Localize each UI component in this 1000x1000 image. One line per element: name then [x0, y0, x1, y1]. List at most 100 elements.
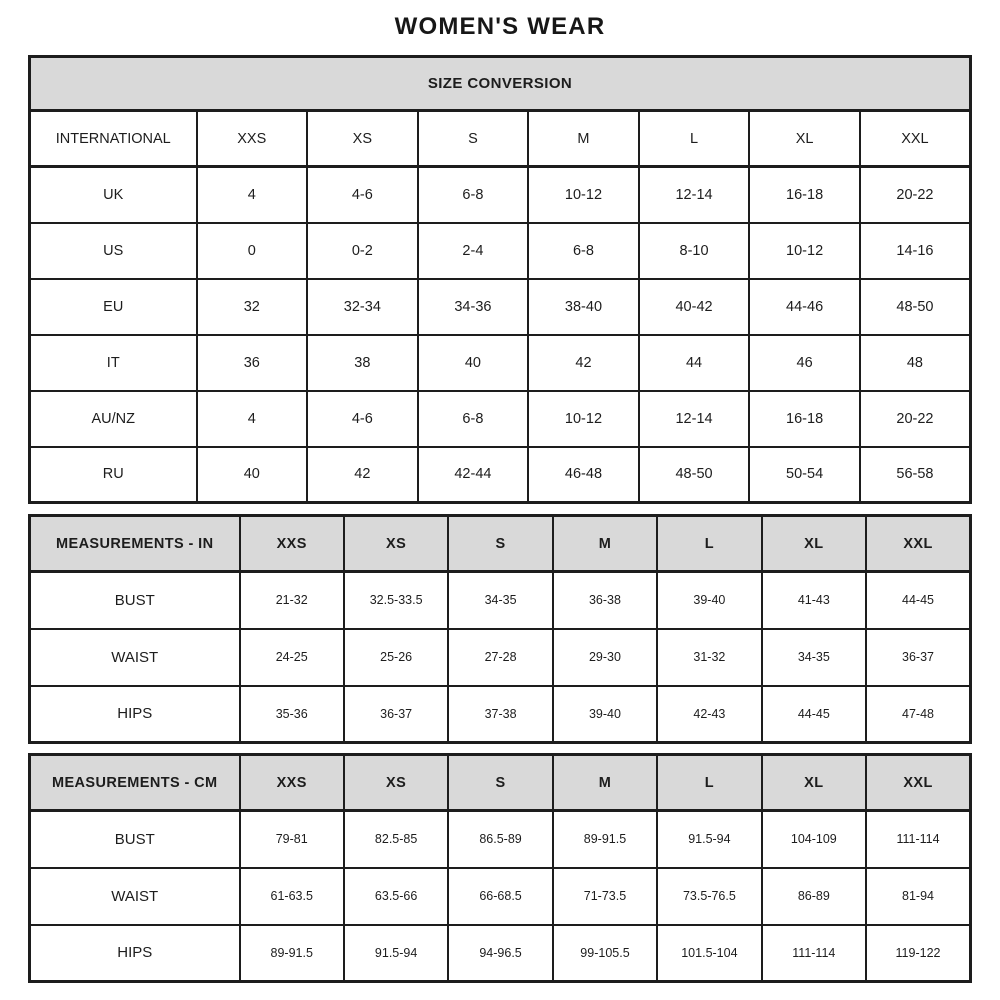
- measurement-value: 104-109: [760, 809, 868, 869]
- size-value: 10-12: [748, 221, 861, 280]
- measurement-value: 35-36: [238, 684, 345, 744]
- table-row-it: IT 36 38 40 42 44 46 48: [28, 333, 972, 392]
- measurement-value: 36-37: [865, 627, 972, 687]
- measurement-value: 32.5-33.5: [342, 570, 450, 630]
- row-label: IT: [28, 333, 198, 392]
- row-label: UK: [28, 165, 198, 224]
- measurement-value: 31-32: [656, 627, 763, 687]
- size-value: 48-50: [858, 277, 972, 336]
- measurements-in-table: MEASUREMENTS - IN XXS XS S M L XL XXL BU…: [28, 514, 972, 744]
- col-header-xxs: XXS: [195, 109, 309, 168]
- row-label: US: [28, 221, 198, 280]
- size-value: 44: [637, 333, 751, 392]
- measurement-value: 119-122: [865, 923, 972, 983]
- size-value: 12-14: [637, 165, 751, 224]
- table-row-eu: EU 32 32-34 34-36 38-40 40-42 44-46 48-5…: [28, 277, 972, 336]
- col-header-s: S: [416, 109, 530, 168]
- row-label: INTERNATIONAL: [28, 109, 198, 168]
- measurement-value: 101.5-104: [656, 923, 763, 983]
- col-header-xxl: XXL: [858, 109, 972, 168]
- measurement-value: 79-81: [238, 809, 345, 869]
- row-label: AU/NZ: [28, 389, 198, 448]
- size-value: 42: [306, 445, 419, 504]
- measurement-value: 91.5-94: [342, 923, 450, 983]
- size-value: 56-58: [858, 445, 972, 504]
- row-label: WAIST: [28, 627, 241, 687]
- size-value: 38: [306, 333, 419, 392]
- measurement-value: 25-26: [342, 627, 450, 687]
- measurement-value: 86-89: [760, 866, 868, 926]
- size-conversion-header-row: SIZE CONVERSION: [28, 55, 972, 112]
- col-header-l: L: [637, 109, 751, 168]
- size-value: 40: [195, 445, 309, 504]
- row-label: HIPS: [28, 923, 241, 983]
- measurement-value: 39-40: [656, 570, 763, 630]
- size-value: 40-42: [637, 277, 751, 336]
- measurement-value: 94-96.5: [447, 923, 554, 983]
- page-title: WOMEN'S WEAR: [394, 13, 606, 40]
- size-value: 0: [195, 221, 309, 280]
- size-value: 14-16: [858, 221, 972, 280]
- measurement-value: 44-45: [760, 684, 868, 744]
- size-value: 42: [527, 333, 640, 392]
- table-row-uk: UK 4 4-6 6-8 10-12 12-14 16-18 20-22: [28, 165, 972, 224]
- col-header-s: S: [447, 753, 554, 812]
- measurements-cm-title: MEASUREMENTS - CM: [28, 753, 241, 812]
- measurement-value: 111-114: [865, 809, 972, 869]
- size-value: 16-18: [748, 165, 861, 224]
- size-value: 40: [416, 333, 530, 392]
- table-row-aunz: AU/NZ 4 4-6 6-8 10-12 12-14 16-18 20-22: [28, 389, 972, 448]
- measurement-value: 99-105.5: [551, 923, 659, 983]
- size-value: 4: [195, 389, 309, 448]
- size-value: 6-8: [527, 221, 640, 280]
- size-value: 0-2: [306, 221, 419, 280]
- size-value: 2-4: [416, 221, 530, 280]
- measurements-cm-header-row: MEASUREMENTS - CM XXS XS S M L XL XXL: [28, 753, 972, 812]
- col-header-l: L: [656, 514, 763, 573]
- measurement-value: 34-35: [760, 627, 868, 687]
- row-label: HIPS: [28, 684, 241, 744]
- measurement-value: 63.5-66: [342, 866, 450, 926]
- measurement-value: 71-73.5: [551, 866, 659, 926]
- measurement-value: 91.5-94: [656, 809, 763, 869]
- size-value: 36: [195, 333, 309, 392]
- measurement-value: 27-28: [447, 627, 554, 687]
- measurement-value: 29-30: [551, 627, 659, 687]
- size-value: 42-44: [416, 445, 530, 504]
- row-label: BUST: [28, 570, 241, 630]
- size-value: 16-18: [748, 389, 861, 448]
- measurement-value: 44-45: [865, 570, 972, 630]
- table-row-waist-cm: WAIST 61-63.5 63.5-66 66-68.5 71-73.5 73…: [28, 866, 972, 926]
- size-conversion-table: SIZE CONVERSION INTERNATIONAL XXS XS S M…: [28, 55, 972, 504]
- measurements-in-header-row: MEASUREMENTS - IN XXS XS S M L XL XXL: [28, 514, 972, 573]
- size-value: 48: [858, 333, 972, 392]
- measurement-value: 111-114: [760, 923, 868, 983]
- measurement-value: 24-25: [238, 627, 345, 687]
- table-row-waist-in: WAIST 24-25 25-26 27-28 29-30 31-32 34-3…: [28, 627, 972, 687]
- table-row-ru: RU 40 42 42-44 46-48 48-50 50-54 56-58: [28, 445, 972, 504]
- measurement-value: 89-91.5: [238, 923, 345, 983]
- size-conversion-title: SIZE CONVERSION: [28, 55, 972, 112]
- measurement-value: 36-38: [551, 570, 659, 630]
- row-label: WAIST: [28, 866, 241, 926]
- size-value: 10-12: [527, 165, 640, 224]
- col-header-xl: XL: [760, 753, 868, 812]
- size-value: 44-46: [748, 277, 861, 336]
- col-header-m: M: [551, 753, 659, 812]
- measurement-value: 39-40: [551, 684, 659, 744]
- measurement-value: 81-94: [865, 866, 972, 926]
- col-header-xl: XL: [748, 109, 861, 168]
- measurement-value: 37-38: [447, 684, 554, 744]
- col-header-xxl: XXL: [865, 753, 972, 812]
- size-value: 46: [748, 333, 861, 392]
- col-header-xxl: XXL: [865, 514, 972, 573]
- size-value: 20-22: [858, 165, 972, 224]
- table-row-bust-cm: BUST 79-81 82.5-85 86.5-89 89-91.5 91.5-…: [28, 809, 972, 869]
- col-header-s: S: [447, 514, 554, 573]
- col-header-m: M: [551, 514, 659, 573]
- size-value: 12-14: [637, 389, 751, 448]
- size-value: 4: [195, 165, 309, 224]
- measurement-value: 86.5-89: [447, 809, 554, 869]
- measurement-value: 42-43: [656, 684, 763, 744]
- size-value: 6-8: [416, 389, 530, 448]
